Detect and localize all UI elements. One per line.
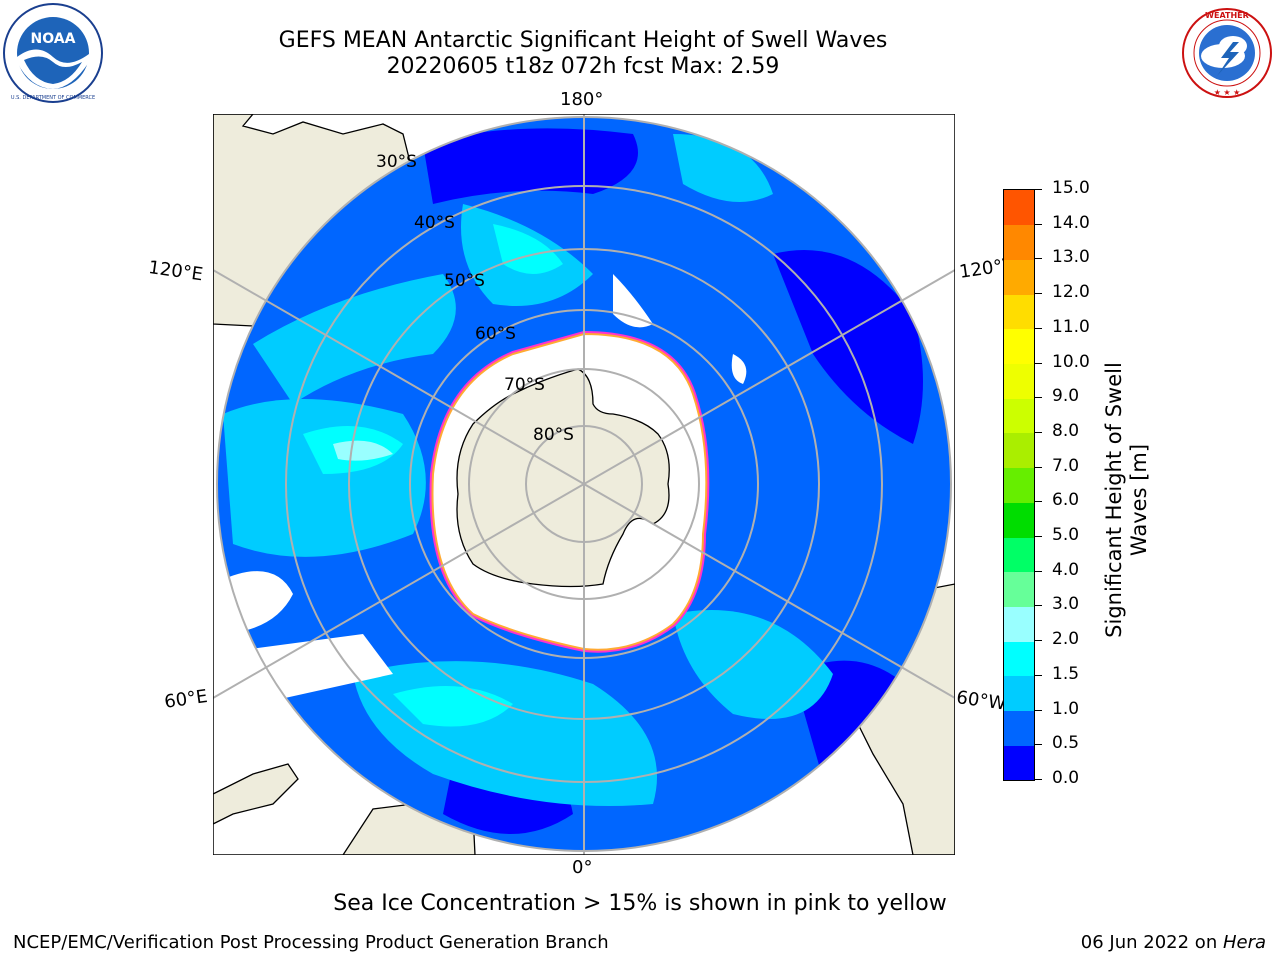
- colorbar-segment: [1004, 363, 1034, 399]
- colorbar-tick-label: 5.0: [1052, 525, 1080, 546]
- chart-title: GEFS MEAN Antarctic Significant Height o…: [278, 28, 888, 53]
- colorbar-tick-label: 13.0: [1052, 247, 1090, 268]
- colorbar-segment: [1004, 571, 1034, 607]
- colorbar-segment: [1004, 710, 1034, 746]
- colorbar-tick-label: 4.0: [1052, 559, 1080, 580]
- graticule: [213, 114, 955, 855]
- colorbar-tick-mark: [1034, 293, 1042, 295]
- colorbar-tick-mark: [1034, 779, 1042, 780]
- sea-ice-note: Sea Ice Concentration > 15% is shown in …: [333, 891, 947, 916]
- colorbar-tick-label: 3.0: [1052, 594, 1080, 615]
- colorbar-tick-label: 7.0: [1052, 455, 1080, 476]
- colorbar-tick-mark: [1034, 640, 1042, 642]
- colorbar-tick-mark: [1034, 223, 1042, 225]
- svg-text:U.S. DEPARTMENT OF COMMERCE: U.S. DEPARTMENT OF COMMERCE: [11, 95, 95, 101]
- colorbar-tick-mark: [1034, 605, 1042, 607]
- colorbar: [1003, 189, 1035, 781]
- colorbar-segment: [1004, 259, 1034, 295]
- colorbar-tick-label: 1.5: [1052, 663, 1080, 684]
- nws-logo: WEATHER ★ ★ ★: [1182, 8, 1272, 98]
- colorbar-tick-label: 14.0: [1052, 212, 1090, 233]
- colorbar-tick-mark: [1034, 536, 1042, 538]
- colorbar-tick-mark: [1034, 258, 1042, 260]
- noaa-logo: NOAA U.S. DEPARTMENT OF COMMERCE: [3, 3, 103, 103]
- colorbar-segment: [1004, 190, 1034, 226]
- lat-label-30s: 30°S: [376, 152, 417, 172]
- lat-label-50s: 50°S: [444, 271, 485, 291]
- lon-label-60w: 60°W: [955, 687, 1008, 715]
- colorbar-tick-label: 11.0: [1052, 316, 1090, 337]
- colorbar-segment: [1004, 675, 1034, 712]
- colorbar-tick-mark: [1034, 501, 1042, 503]
- colorbar-tick-label: 9.0: [1052, 386, 1080, 407]
- colorbar-tick-label: 8.0: [1052, 420, 1080, 441]
- colorbar-tick-mark: [1034, 570, 1042, 572]
- footer-credit: NCEP/EMC/Verification Post Processing Pr…: [13, 932, 609, 953]
- colorbar-label: Significant Height of Swell Waves [m]: [1102, 362, 1151, 638]
- chart-subtitle: 20220605 t18z 072h fcst Max: 2.59: [386, 54, 780, 79]
- colorbar-segment: [1004, 745, 1034, 781]
- colorbar-tick-mark: [1034, 431, 1042, 433]
- colorbar-tick-label: 10.0: [1052, 351, 1090, 372]
- lat-label-60s: 60°S: [475, 324, 516, 344]
- colorbar-tick-mark: [1034, 327, 1042, 329]
- colorbar-tick-mark: [1034, 397, 1042, 399]
- colorbar-segment: [1004, 537, 1034, 573]
- svg-text:★ ★ ★: ★ ★ ★: [1214, 88, 1241, 97]
- colorbar-tick-label: 6.0: [1052, 490, 1080, 511]
- polar-map: [213, 114, 955, 855]
- colorbar-tick-label: 1.0: [1052, 698, 1080, 719]
- lat-label-70s: 70°S: [504, 375, 545, 395]
- colorbar-tick-label: 0.0: [1052, 768, 1080, 788]
- colorbar-tick-mark: [1034, 466, 1042, 468]
- colorbar-segment: [1004, 328, 1034, 365]
- colorbar-segment: [1004, 641, 1034, 677]
- colorbar-tick-mark: [1034, 709, 1042, 711]
- colorbar-segment: [1004, 224, 1034, 260]
- lat-label-40s: 40°S: [414, 213, 455, 233]
- footer-date: 06 Jun 2022 on Hera: [1080, 932, 1266, 953]
- madagascar-land: [213, 763, 299, 825]
- lon-label-120e: 120°E: [147, 257, 205, 286]
- colorbar-segment: [1004, 398, 1034, 434]
- lon-label-180: 180°: [560, 89, 604, 110]
- colorbar-tick-label: 2.0: [1052, 629, 1080, 650]
- colorbar-tick-label: 0.5: [1052, 733, 1080, 754]
- colorbar-segment: [1004, 502, 1034, 538]
- lon-label-60e: 60°E: [163, 685, 209, 713]
- lat-label-80s: 80°S: [533, 425, 574, 445]
- svg-text:WEATHER: WEATHER: [1205, 11, 1249, 20]
- colorbar-tick-mark: [1034, 189, 1042, 190]
- lon-label-0: 0°: [572, 857, 593, 878]
- colorbar-tick-mark: [1034, 674, 1042, 676]
- colorbar-segment: [1004, 467, 1034, 503]
- colorbar-segment: [1004, 294, 1034, 330]
- colorbar-tick-label: 12.0: [1052, 282, 1090, 303]
- colorbar-tick-mark: [1034, 362, 1042, 364]
- colorbar-tick-mark: [1034, 744, 1042, 746]
- colorbar-tick-label: 15.0: [1052, 178, 1090, 198]
- noaa-logo-text: NOAA: [31, 31, 76, 47]
- colorbar-segment: [1004, 606, 1034, 642]
- colorbar-segment: [1004, 432, 1034, 469]
